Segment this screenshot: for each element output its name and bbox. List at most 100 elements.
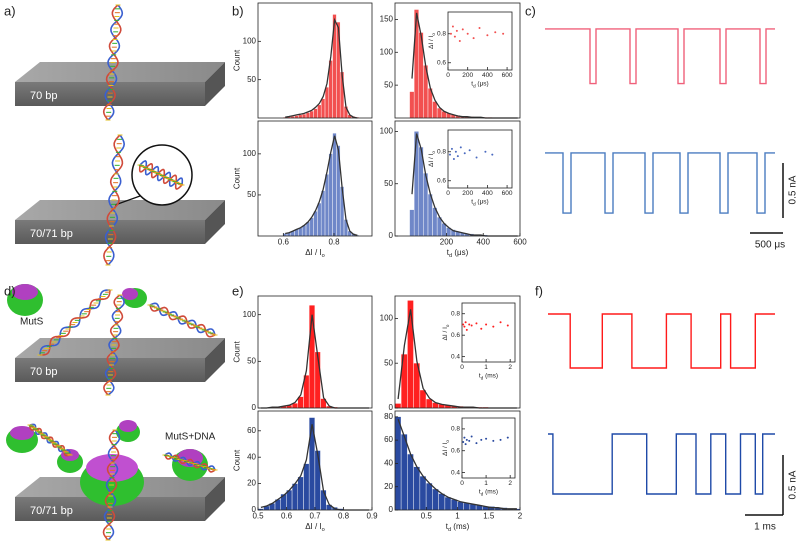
bar [306,112,310,119]
x-tick-label: 600 [513,238,527,247]
fit-line [285,17,358,119]
y-tick-label: 0.8 [437,148,446,155]
x-tick-label: 0 [446,190,450,197]
scatter-point [463,152,466,155]
scale-label: 0.5 nA [788,175,799,204]
y-axis-label: Count [232,49,241,71]
plot-frame [257,120,373,237]
scale-label: 1 ms [754,522,776,533]
y-tick-label: 50 [247,190,256,199]
fit-line [285,135,358,236]
bar [413,466,420,511]
y-tick-label: 20 [247,479,256,488]
bar [306,221,310,237]
bar [298,114,303,119]
y-tick-label: 0.6 [451,447,460,454]
protein-label: MutS+DNA [165,432,216,443]
bar [303,463,310,511]
scatter-point [492,439,495,442]
bar [432,101,438,119]
y-tick-label: 0 [389,403,394,412]
x-tick-label: 0.7 [309,512,321,521]
axis-label: ΔI / Io [305,522,325,533]
bar [297,476,304,511]
axis-label-part: o [431,151,436,154]
bar [328,153,333,237]
x-tick-label: 1 [455,512,460,521]
membrane-label: 70 bp [30,366,58,378]
plot-frame [394,295,521,409]
axis-label-part: t [479,488,481,495]
plot-frame [257,295,373,409]
bar [292,483,298,511]
bar [320,490,327,511]
axis-label-part: (ms) [451,522,470,531]
axis-label: td (μs) [471,80,488,88]
bar [427,194,433,237]
scatter-point [485,323,488,326]
scatter-point [506,324,509,327]
y-tick-label: 100 [243,149,257,158]
panel-label: d) [4,283,16,298]
scatter-point [470,435,473,438]
scatter-point [464,443,467,446]
axis-label-part: t [446,522,449,531]
axis-label-part: t [471,80,473,87]
scatter-point [453,35,456,38]
y-tick-label: 0 [389,231,394,240]
axis-label: td (ms) [479,488,498,496]
y-tick-label: 0.6 [437,177,446,184]
y-tick-label: 100 [380,314,394,323]
scatter-point [464,321,467,324]
y-tick-label: 0 [252,505,257,514]
bar [309,110,314,119]
scatter-point [466,32,469,35]
bar [451,499,458,511]
membrane-label: 70/71 bp [30,228,73,240]
scatter-point [485,437,488,440]
bar [394,403,402,409]
axis-label: td (μs) [471,198,488,206]
membrane [15,200,225,244]
x-tick-label: 0.5 [421,512,433,521]
dna-strand [149,304,216,338]
bar [286,490,293,511]
bar [444,497,452,511]
dna-strand [39,289,111,356]
scatter-point [449,32,452,35]
y-tick-label: 0.8 [451,426,460,433]
bar [317,203,322,237]
x-tick-label: 0.6 [278,238,290,247]
y-tick-label: 50 [247,75,256,84]
bar [407,453,414,511]
axis-label: ΔI / Io [428,33,436,49]
x-tick-label: 400 [482,190,493,197]
scatter-point [480,327,483,330]
y-tick-label: 50 [384,80,393,89]
bar [419,476,427,511]
bar [438,493,445,511]
scale-label: 0.5 nA [788,470,799,499]
axis-label-part: d [448,527,451,533]
axis-label: ΔI / Io [428,151,436,167]
panel-label: a) [4,3,16,18]
panel-label: e) [232,283,244,298]
bar [313,108,318,119]
x-tick-label: 200 [462,72,473,79]
bar [414,9,419,119]
inset-frame [447,11,513,71]
x-tick-label: 1 [484,480,488,487]
axis-label-part: (μs) [452,248,468,257]
dna-strand [164,452,216,471]
axis-label-part: o [322,253,325,259]
bar [325,174,329,237]
y-tick-label: 60 [384,435,393,444]
scatter-point [462,323,465,326]
axis-label-part: (μs) [476,198,489,205]
bar [321,190,325,237]
scatter-point [491,153,494,156]
x-tick-label: 200 [440,238,454,247]
axis-label-part: d [449,253,452,259]
axis-label-part: o [431,33,436,36]
